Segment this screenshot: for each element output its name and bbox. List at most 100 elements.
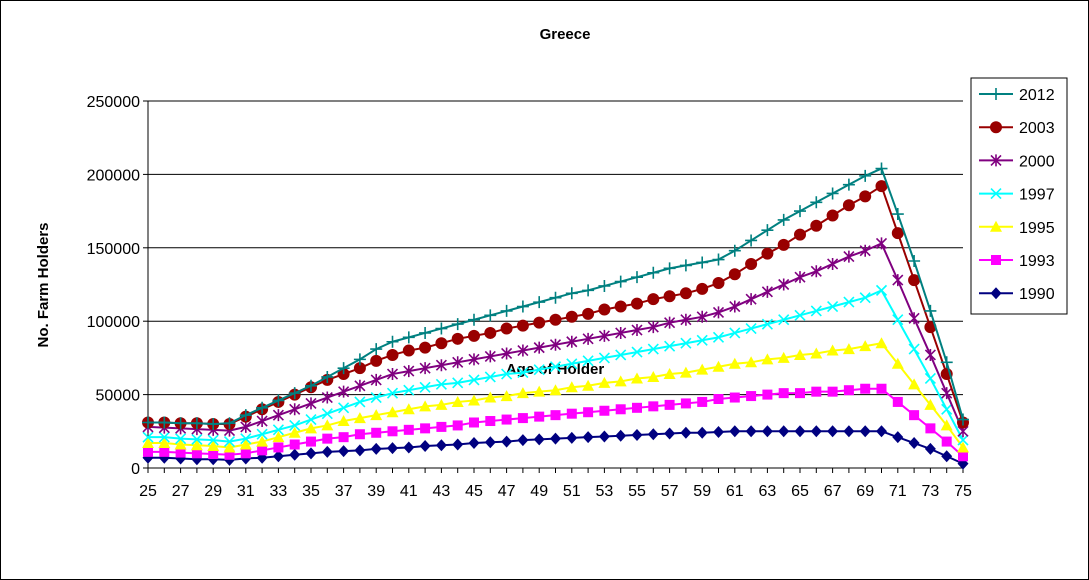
data-point-2000 xyxy=(615,326,627,339)
y-tick-label: 0 xyxy=(131,461,140,478)
data-point-1995 xyxy=(565,381,578,393)
series-2012 xyxy=(142,162,969,430)
data-point-1990 xyxy=(272,450,284,463)
data-point-1995 xyxy=(549,384,562,396)
data-point-1995 xyxy=(745,356,758,368)
data-point-1995 xyxy=(696,363,709,375)
data-point-2000 xyxy=(419,362,431,375)
data-point-2003 xyxy=(826,209,839,222)
x-tick-label: 39 xyxy=(367,483,385,500)
data-point-2000 xyxy=(403,365,415,378)
legend-marker xyxy=(990,287,1002,300)
legend-label: 1990 xyxy=(1019,286,1055,303)
series-1990 xyxy=(142,425,969,470)
y-tick-label: 250000 xyxy=(87,94,140,111)
data-point-1990 xyxy=(598,430,610,443)
data-point-2000 xyxy=(386,368,399,381)
data-point-1995 xyxy=(337,415,350,427)
data-point-2012 xyxy=(451,318,464,331)
data-point-1990 xyxy=(533,433,545,446)
data-point-2000 xyxy=(680,313,692,326)
data-point-1990 xyxy=(696,426,708,439)
series-2000 xyxy=(142,237,969,438)
data-point-1997 xyxy=(892,314,904,326)
data-point-2003 xyxy=(435,337,448,350)
data-point-1995 xyxy=(484,391,497,403)
data-point-2000 xyxy=(924,348,936,361)
data-point-1990 xyxy=(435,439,447,452)
data-point-1997 xyxy=(810,305,822,317)
data-point-2000 xyxy=(272,409,284,422)
data-point-1997 xyxy=(794,309,806,321)
data-point-1997 xyxy=(598,352,610,364)
data-point-1993 xyxy=(322,433,333,444)
data-point-2000 xyxy=(468,353,480,366)
data-point-1990 xyxy=(387,442,398,455)
legend-marker xyxy=(990,88,1002,100)
data-point-1993 xyxy=(159,446,170,457)
data-point-1993 xyxy=(224,449,235,460)
data-point-2000 xyxy=(664,316,676,329)
data-point-1993 xyxy=(811,386,822,397)
data-point-2012 xyxy=(745,234,758,247)
data-point-1990 xyxy=(403,441,415,454)
x-tick-label: 31 xyxy=(237,483,255,500)
data-point-1990 xyxy=(582,431,594,444)
data-point-1997 xyxy=(908,343,920,355)
data-point-2003 xyxy=(582,307,595,320)
data-point-1993 xyxy=(143,446,153,457)
data-point-1997 xyxy=(729,327,741,339)
data-point-2012 xyxy=(859,169,872,182)
data-point-2012 xyxy=(435,322,448,335)
data-point-2012 xyxy=(337,362,350,375)
data-point-1995 xyxy=(924,398,937,410)
x-tick-label: 71 xyxy=(889,483,907,500)
data-point-1995 xyxy=(370,409,383,421)
legend-marker xyxy=(990,154,1002,167)
data-point-1997 xyxy=(843,296,855,308)
data-point-2000 xyxy=(354,379,366,392)
data-point-1993 xyxy=(843,385,854,396)
data-point-1995 xyxy=(142,437,154,449)
data-point-1995 xyxy=(663,368,676,380)
data-point-1990 xyxy=(550,432,561,445)
x-tick-label: 37 xyxy=(335,483,353,500)
legend-label: 2003 xyxy=(1019,120,1055,137)
data-point-2012 xyxy=(142,416,154,429)
data-point-1997 xyxy=(240,433,252,445)
data-point-1993 xyxy=(387,426,398,437)
data-point-2012 xyxy=(614,275,627,288)
x-tick-label: 57 xyxy=(661,483,679,500)
data-point-1995 xyxy=(957,441,969,453)
x-tick-label: 25 xyxy=(139,483,157,500)
data-point-2000 xyxy=(598,329,610,342)
data-point-2003 xyxy=(614,300,627,313)
data-point-2012 xyxy=(239,409,252,422)
data-point-1995 xyxy=(386,406,399,418)
legend-item-1990: 1990 xyxy=(979,286,1055,303)
data-point-1993 xyxy=(208,449,219,460)
data-point-1997 xyxy=(468,374,480,386)
data-point-1990 xyxy=(517,434,529,447)
x-tick-label: 35 xyxy=(302,483,320,500)
data-point-2012 xyxy=(419,326,432,339)
data-point-1995 xyxy=(353,412,366,424)
x-tick-label: 51 xyxy=(563,483,581,500)
legend-label: 1995 xyxy=(1019,220,1055,237)
y-tick-label: 50000 xyxy=(96,388,141,405)
data-point-2012 xyxy=(370,343,383,356)
data-point-2003 xyxy=(908,274,921,287)
data-point-2000 xyxy=(435,359,447,372)
data-point-2012 xyxy=(174,417,187,430)
data-point-1993 xyxy=(306,436,316,447)
data-point-1990 xyxy=(794,425,806,438)
data-point-2000 xyxy=(305,397,317,410)
data-point-1993 xyxy=(941,436,952,447)
data-point-1997 xyxy=(305,413,317,426)
data-point-1995 xyxy=(468,394,480,406)
data-point-1995 xyxy=(451,395,464,407)
x-tick-label: 43 xyxy=(433,483,451,500)
data-point-1990 xyxy=(664,427,676,440)
data-point-1995 xyxy=(582,379,595,391)
data-point-1990 xyxy=(941,450,953,463)
